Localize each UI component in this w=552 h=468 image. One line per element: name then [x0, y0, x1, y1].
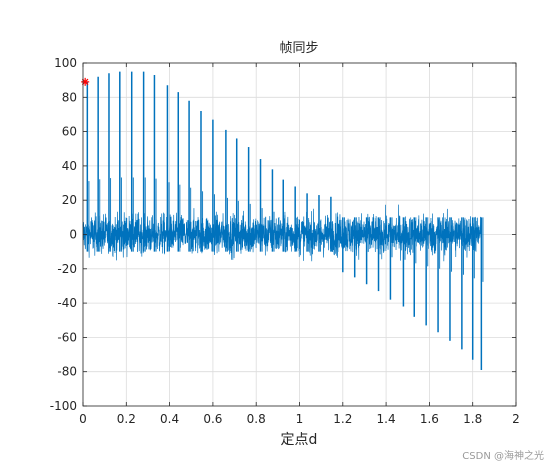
y-tick-label: 80 [62, 90, 77, 104]
y-tick-label: 60 [62, 125, 77, 139]
ticks: 0 0.2 0.4 0.6 0.8 1 1.2 1.4 1.6 1.8 2 -100 -80 -60 -40… [50, 56, 520, 426]
x-tick-label: 1.2 [333, 412, 352, 426]
y-tick-label: 20 [62, 193, 77, 207]
x-tick-label: 1.8 [463, 412, 482, 426]
x-tick-label: 0.4 [160, 412, 179, 426]
chart-title: 帧同步 [279, 41, 318, 56]
x-axis-label: 定点d [281, 432, 318, 448]
x-tick-label: 0.6 [203, 412, 222, 426]
y-tick-label: -40 [57, 296, 77, 310]
x-tick-label: 0.8 [247, 412, 266, 426]
x-tick-label: 1 [296, 412, 304, 426]
x-tick-label: 2 [512, 412, 520, 426]
y-tick-label: -60 [57, 330, 77, 344]
x-tick-label: 1.6 [420, 412, 439, 426]
y-tick-label: 0 [69, 228, 77, 242]
y-tick-label: 40 [62, 159, 77, 173]
y-tick-label: -100 [50, 399, 77, 413]
x-tick-label: 0 [79, 412, 87, 426]
y-tick-label: 100 [54, 56, 77, 70]
plot-area: 0 0.2 0.4 0.6 0.8 1 1.2 1.4 1.6 1.8 2 -100 -80 -60 -40… [50, 56, 520, 426]
x-tick-label: 1.4 [377, 412, 396, 426]
watermark: CSDN @海神之光 [462, 451, 544, 462]
y-tick-label: -80 [57, 365, 77, 379]
series-layer [82, 71, 484, 370]
y-tick-label: -20 [57, 262, 77, 276]
x-tick-label: 0.2 [117, 412, 136, 426]
